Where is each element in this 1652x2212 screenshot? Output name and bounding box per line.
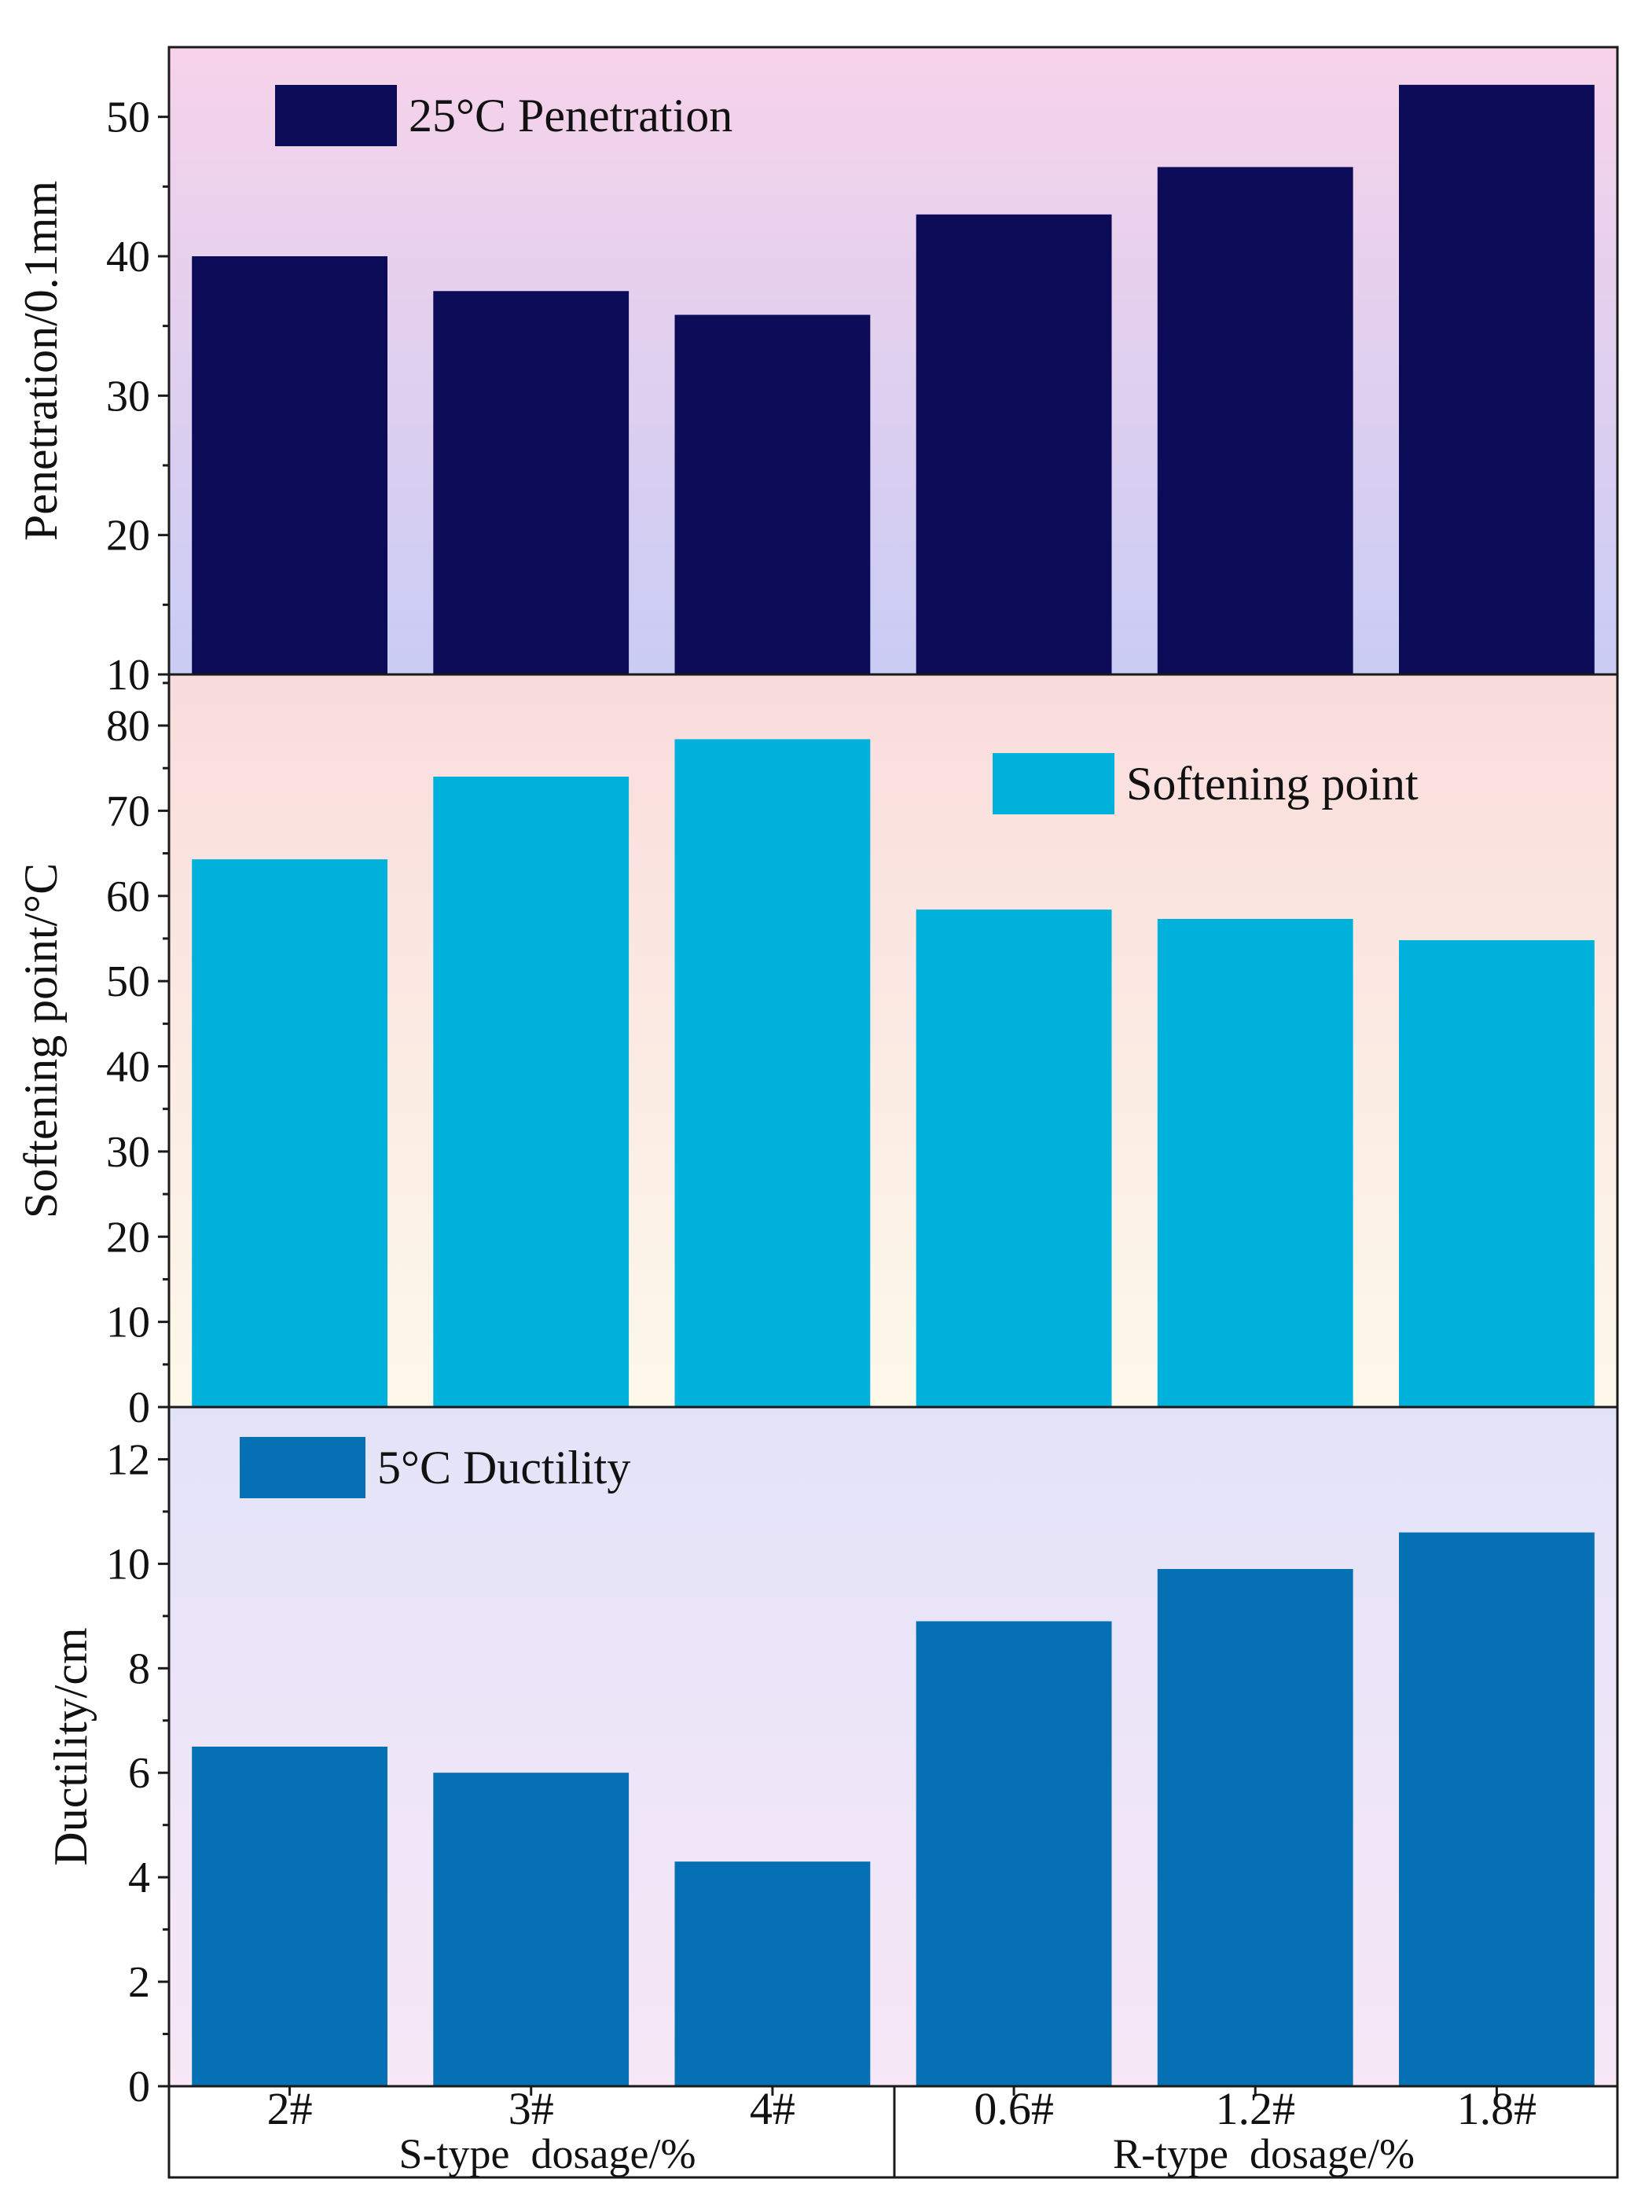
bar-ductility-5 bbox=[1157, 1569, 1353, 2086]
x-tick-label: 1.2# bbox=[1216, 2083, 1296, 2134]
bar-softening-3 bbox=[674, 739, 871, 1407]
y-tick-label: 2 bbox=[128, 1958, 150, 2007]
x-axis-group-box: 2# 3# 4# 0.6# 1.2# 1.8# S-type dosage/% R-type … bbox=[167, 2083, 1619, 2179]
bar-softening-4 bbox=[916, 909, 1112, 1407]
x-tick-label: 0.6# bbox=[974, 2083, 1054, 2134]
bar-penetration-4 bbox=[916, 214, 1112, 674]
bar-ductility-4 bbox=[916, 1621, 1112, 2086]
y-tick-label: 12 bbox=[106, 1435, 150, 1484]
y-tick-label: 0 bbox=[128, 1383, 150, 1432]
y-tick-label: 20 bbox=[106, 512, 150, 560]
plot-background bbox=[169, 674, 1617, 1407]
bar-softening-2 bbox=[433, 777, 630, 1407]
y-tick-label: 4 bbox=[128, 1854, 150, 1902]
bar-penetration-2 bbox=[433, 291, 630, 674]
bar-softening-6 bbox=[1399, 940, 1595, 1407]
bar-softening-5 bbox=[1157, 919, 1353, 1407]
panel-softening: 0 10 20 30 40 50 60 70 80 Softening point/°C Softe… bbox=[15, 673, 1619, 1432]
plot-background bbox=[169, 1407, 1617, 2086]
y-tick-label: 10 bbox=[106, 1299, 150, 1347]
bar-penetration-6 bbox=[1399, 84, 1595, 674]
y-tick-label: 50 bbox=[106, 957, 150, 1006]
x-tick-label: 3# bbox=[508, 2083, 554, 2134]
y-axis-title: Penetration/0.1mm bbox=[15, 181, 67, 541]
y-tick-label: 0 bbox=[128, 2063, 150, 2111]
y-tick-label: 6 bbox=[128, 1749, 150, 1798]
legend: 25°C Penetration bbox=[275, 85, 732, 146]
y-tick-label: 10 bbox=[106, 651, 150, 700]
bar-ductility-1 bbox=[192, 1747, 387, 2086]
y-tick-label: 30 bbox=[106, 1128, 150, 1177]
panel-ductility: 0 2 4 6 8 10 12 Ductility/cm 5°C Ductility bbox=[45, 1405, 1619, 2111]
x-tick-label: 1.8# bbox=[1457, 2083, 1537, 2134]
x-group-label: S-type dosage/% bbox=[399, 2130, 696, 2177]
legend-swatch bbox=[240, 1437, 365, 1498]
y-tick-label: 70 bbox=[106, 787, 150, 836]
y-tick-label: 30 bbox=[106, 372, 150, 421]
y-axis-title: Softening point/°C bbox=[15, 863, 67, 1218]
legend-label: 5°C Ductility bbox=[377, 1442, 630, 1494]
legend-swatch bbox=[993, 753, 1114, 814]
bar-penetration-5 bbox=[1157, 167, 1353, 674]
y-tick-label: 80 bbox=[106, 702, 150, 751]
legend-label: 25°C Penetration bbox=[409, 90, 732, 141]
y-tick-label: 40 bbox=[106, 233, 150, 281]
bar-penetration-3 bbox=[674, 314, 871, 674]
bar-ductility-2 bbox=[433, 1773, 630, 2086]
bar-softening-1 bbox=[192, 859, 387, 1407]
x-tick-label: 2# bbox=[267, 2083, 313, 2134]
bar-ductility-3 bbox=[674, 1861, 871, 2086]
legend: Softening point bbox=[993, 753, 1419, 814]
panel-penetration: 10 20 30 40 50 Penetration/0.1mm 25°C Penetrat… bbox=[15, 46, 1619, 700]
y-axis-title: Ductility/cm bbox=[45, 1627, 97, 1865]
legend: 5°C Ductility bbox=[240, 1437, 630, 1498]
y-tick-label: 8 bbox=[128, 1644, 150, 1693]
bar-penetration-1 bbox=[192, 256, 387, 674]
legend-label: Softening point bbox=[1126, 758, 1419, 810]
plot-background bbox=[169, 47, 1617, 674]
legend-swatch bbox=[275, 85, 397, 146]
y-tick-label: 50 bbox=[106, 94, 150, 142]
y-tick-label: 10 bbox=[106, 1540, 150, 1589]
bar-ductility-6 bbox=[1399, 1532, 1595, 2086]
x-group-label: R-type dosage/% bbox=[1113, 2130, 1415, 2177]
y-tick-label: 20 bbox=[106, 1213, 150, 1262]
y-tick-label: 60 bbox=[106, 873, 150, 921]
x-tick-label: 4# bbox=[750, 2083, 795, 2134]
y-tick-label: 40 bbox=[106, 1043, 150, 1092]
